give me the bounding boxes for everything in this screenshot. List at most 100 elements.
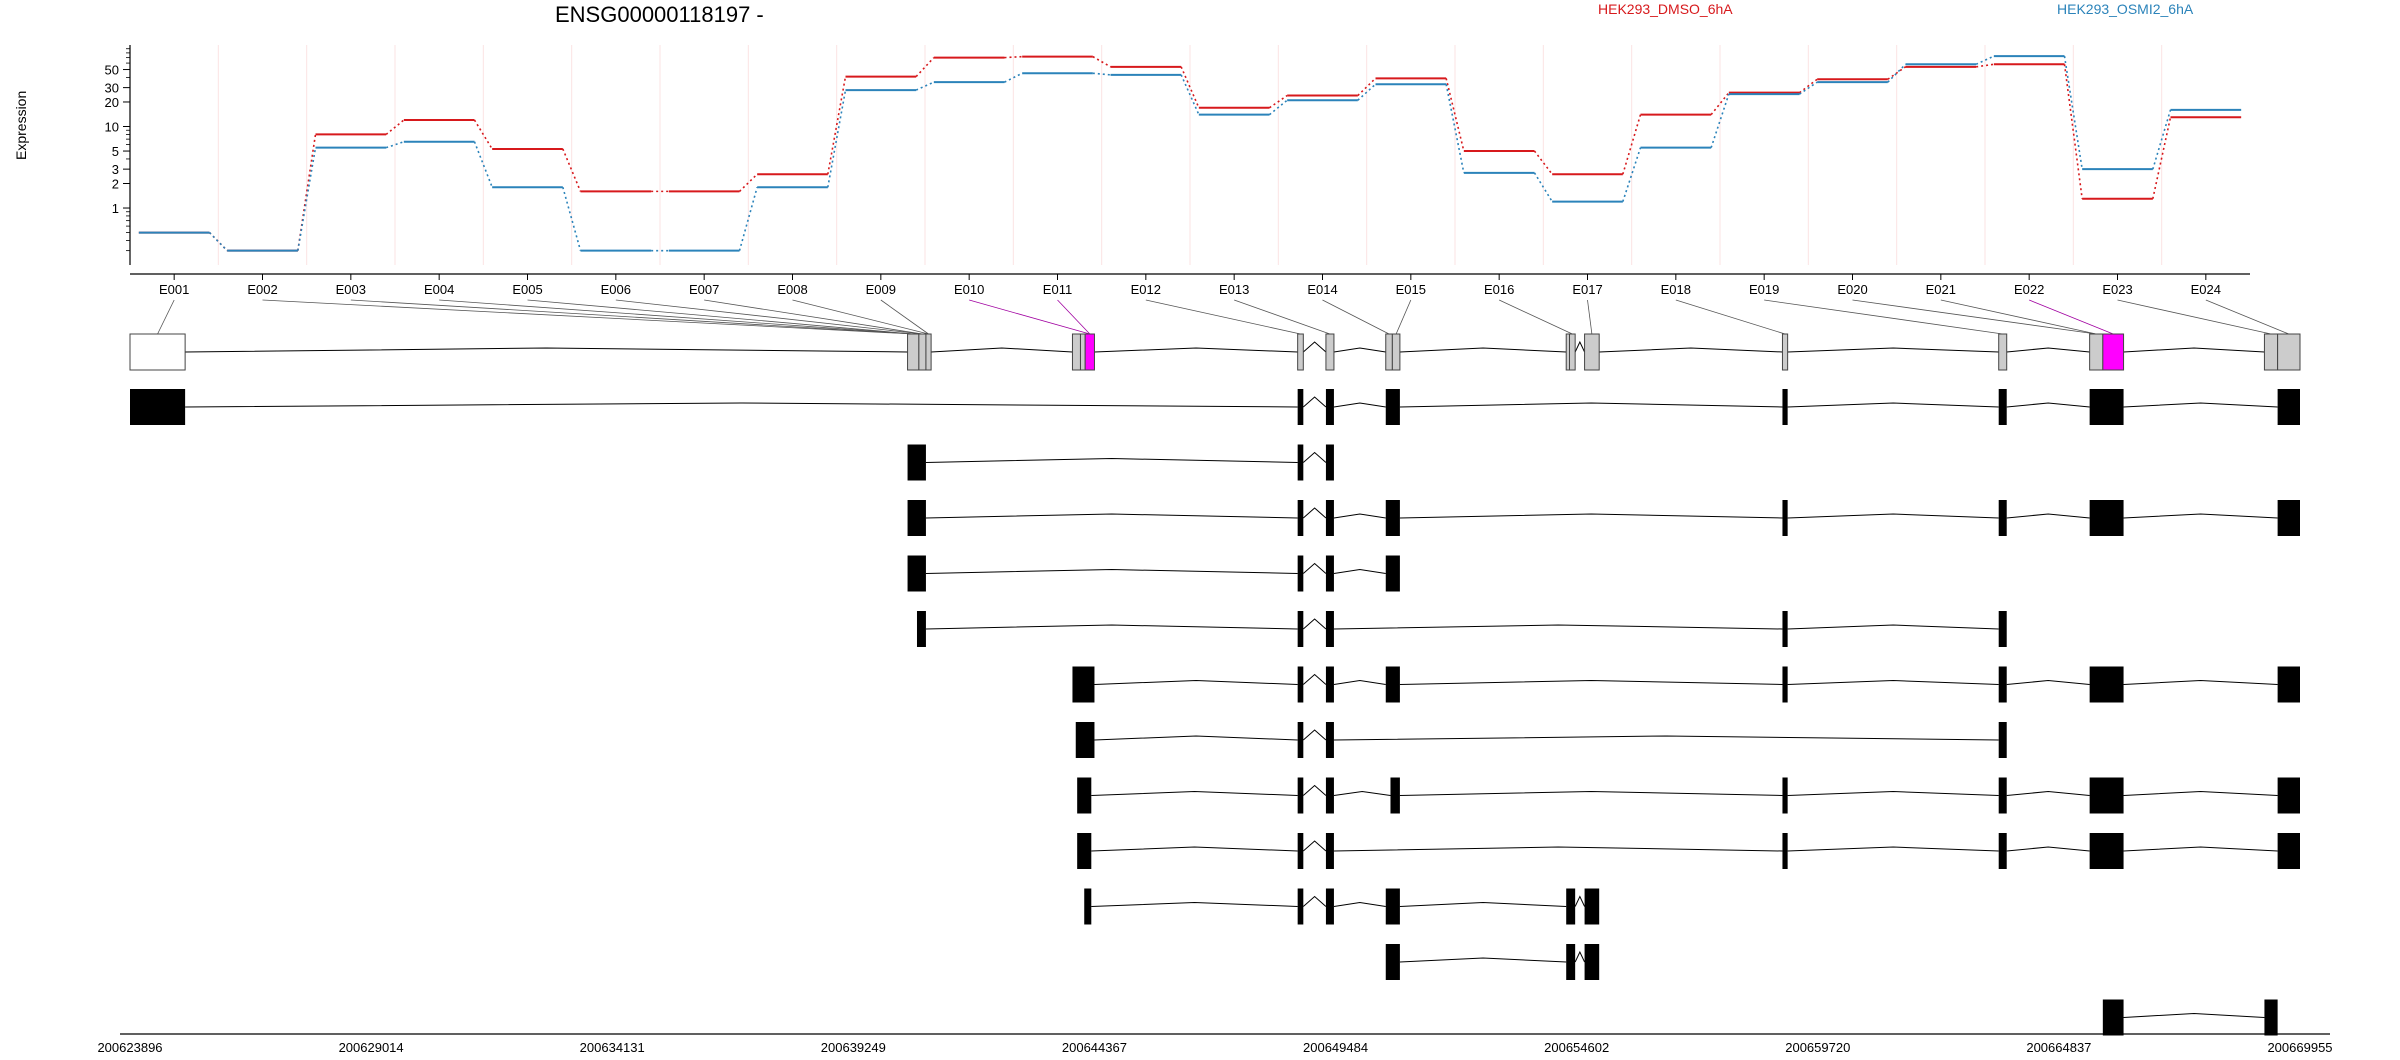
transcript-exon (1325, 555, 1334, 592)
gene-model (129, 333, 2301, 371)
exon-connector (2117, 299, 2272, 335)
exon-connector (1498, 299, 1573, 335)
series-transition (1180, 74, 1200, 115)
transcript-exon (1998, 611, 2007, 647)
transcript-intron (1787, 402, 1999, 408)
transcript-intron (1333, 402, 1386, 408)
transcript-exon (1584, 888, 1600, 925)
transcript-exon (1325, 722, 1334, 758)
transcript-intron (1302, 562, 1327, 574)
x-tick-label: E003 (336, 282, 366, 297)
transcript-exon (1998, 722, 2007, 758)
transcript-exon (1325, 833, 1334, 869)
transcript-intron (1333, 624, 1783, 630)
x-tick-label: E011 (1043, 282, 1072, 297)
transcript-exon (1782, 389, 1788, 425)
transcript-intron (1399, 513, 1783, 519)
transcript-exon (1782, 611, 1788, 647)
x-tick-label: E013 (1219, 282, 1249, 297)
transcript-intron (1302, 396, 1327, 408)
transcript-exon (2089, 389, 2124, 425)
transcript-exon (1385, 944, 1400, 980)
intron (1302, 341, 1327, 353)
transcript-exon (1297, 444, 1304, 481)
transcript-intron (1302, 451, 1327, 463)
y-tick-label: 5 (112, 144, 119, 159)
transcript-exon (1385, 666, 1400, 703)
transcript-exon (1782, 500, 1788, 536)
transcript-intron (1302, 618, 1327, 630)
series-transition (915, 81, 935, 91)
transcript-exon (1385, 500, 1400, 536)
transcript-intron (925, 624, 1298, 630)
series-transition (2152, 117, 2172, 199)
intron (1399, 347, 1567, 353)
series-transition (2063, 56, 2083, 170)
series-transition (1533, 172, 1553, 202)
transcript-exon (1325, 666, 1334, 703)
series-transition (1004, 72, 1023, 83)
transcript-intron (925, 568, 1298, 574)
coord-tick-label: 200659720 (1785, 1040, 1850, 1055)
exon-connector (615, 299, 923, 335)
transcript (130, 389, 2300, 425)
exonic-bin (1071, 333, 1081, 371)
transcript (2102, 999, 2278, 1036)
series-transition (473, 141, 493, 188)
transcript-exon (907, 555, 926, 592)
transcript-exon (2277, 389, 2300, 425)
x-tick-label: E001 (159, 282, 189, 297)
transcript-intron (1302, 729, 1327, 741)
exon-connector (1395, 299, 1412, 335)
exonic-bin (2263, 333, 2279, 371)
transcript-intron (1787, 679, 1999, 685)
transcript-intron (1302, 673, 1327, 685)
transcript-exon (1084, 888, 1092, 925)
intron (2006, 347, 2090, 353)
transcript-exon (1325, 888, 1334, 925)
x-tick-label: E016 (1484, 282, 1514, 297)
transcript-exon (1566, 944, 1576, 980)
intron (1094, 347, 1298, 353)
transcript-intron (2006, 846, 2090, 852)
transcript-exon (1998, 833, 2007, 869)
x-tick-label: E007 (689, 282, 719, 297)
exonic-bin (2089, 333, 2104, 371)
intron (1787, 347, 1999, 353)
transcript-intron (2123, 846, 2278, 852)
transcript-exon (907, 444, 926, 481)
transcript-intron (1574, 950, 1586, 963)
x-tick-label: E022 (2014, 282, 2044, 297)
transcript-exon (2089, 666, 2124, 703)
transcript (907, 444, 1334, 481)
exonic-bin (1297, 333, 1304, 371)
exonic-bin (1325, 333, 1335, 371)
x-tick-label: E008 (777, 282, 807, 297)
series-transition (1445, 84, 1465, 174)
transcript-exon (1998, 389, 2007, 425)
transcript-intron (2123, 790, 2278, 796)
transcript-exon (2277, 666, 2300, 703)
exonic-bin (129, 333, 186, 371)
exonic-bin (925, 333, 932, 371)
transcript-exon (1072, 666, 1095, 703)
exon-connectors (157, 299, 2289, 335)
exonic-bin (2102, 333, 2125, 371)
series-transition (738, 173, 758, 192)
exon-connector (1940, 299, 2097, 335)
transcript-exon (1325, 777, 1334, 814)
transcript-intron (1399, 790, 1783, 796)
series-transition (385, 141, 405, 149)
chart-title: ENSG00000118197 - (555, 2, 764, 27)
transcript-exon (1998, 666, 2007, 703)
transcript-intron (1094, 735, 1298, 741)
transcript (1072, 666, 2300, 703)
exonic-bin (2277, 333, 2301, 371)
transcript-intron (1333, 568, 1386, 574)
transcript-exon (1325, 611, 1334, 647)
transcript-intron (2006, 679, 2090, 685)
series-transition (208, 232, 228, 252)
x-tick-label: E024 (2191, 282, 2221, 297)
transcript-exon (1325, 500, 1334, 536)
transcript-intron (2123, 513, 2278, 519)
